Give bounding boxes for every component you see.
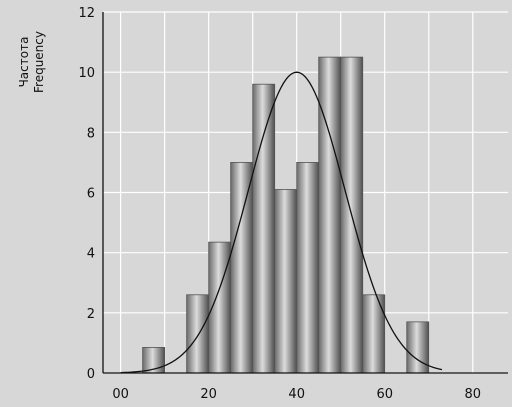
histogram-bars xyxy=(142,56,430,374)
x-tick-label: 00 xyxy=(112,387,129,402)
y-tick-label: 10 xyxy=(78,66,95,81)
histogram-bar xyxy=(318,56,342,374)
axes xyxy=(102,12,508,374)
histogram-bar xyxy=(406,321,430,374)
x-tick-label: 40 xyxy=(288,387,305,402)
tick-labels: 0 2 4 6 8 10 12 00 20 40 60 80 xyxy=(78,6,481,402)
histogram-bar xyxy=(296,162,320,374)
x-tick-label: 80 xyxy=(465,387,482,402)
y-tick-label: 8 xyxy=(87,126,95,141)
y-tick-label: 0 xyxy=(87,367,95,382)
y-tick-label: 4 xyxy=(87,247,95,262)
histogram-bar xyxy=(274,189,298,374)
y-axis-title-line-1: Частота xyxy=(17,37,31,88)
y-tick-label: 6 xyxy=(87,187,95,202)
y-tick-label: 12 xyxy=(78,6,95,21)
x-tick-label: 60 xyxy=(376,387,393,402)
normal-distribution-curve xyxy=(120,71,443,374)
histogram-bar xyxy=(230,162,254,374)
y-tick-label: 2 xyxy=(87,307,95,322)
y-axis-title-line-2: Frequency xyxy=(32,31,46,93)
histogram-bar xyxy=(186,294,210,374)
normal-curve xyxy=(120,71,443,374)
x-tick-label: 20 xyxy=(200,387,217,402)
histogram-bar xyxy=(252,83,276,374)
